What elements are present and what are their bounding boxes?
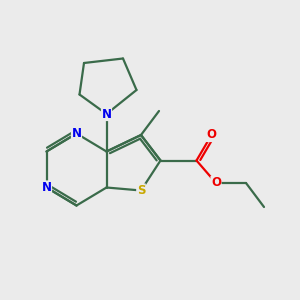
Text: S: S xyxy=(137,184,145,197)
Text: N: N xyxy=(71,127,82,140)
Text: N: N xyxy=(101,107,112,121)
Text: N: N xyxy=(41,181,52,194)
Text: O: O xyxy=(206,128,217,142)
Text: O: O xyxy=(211,176,221,190)
